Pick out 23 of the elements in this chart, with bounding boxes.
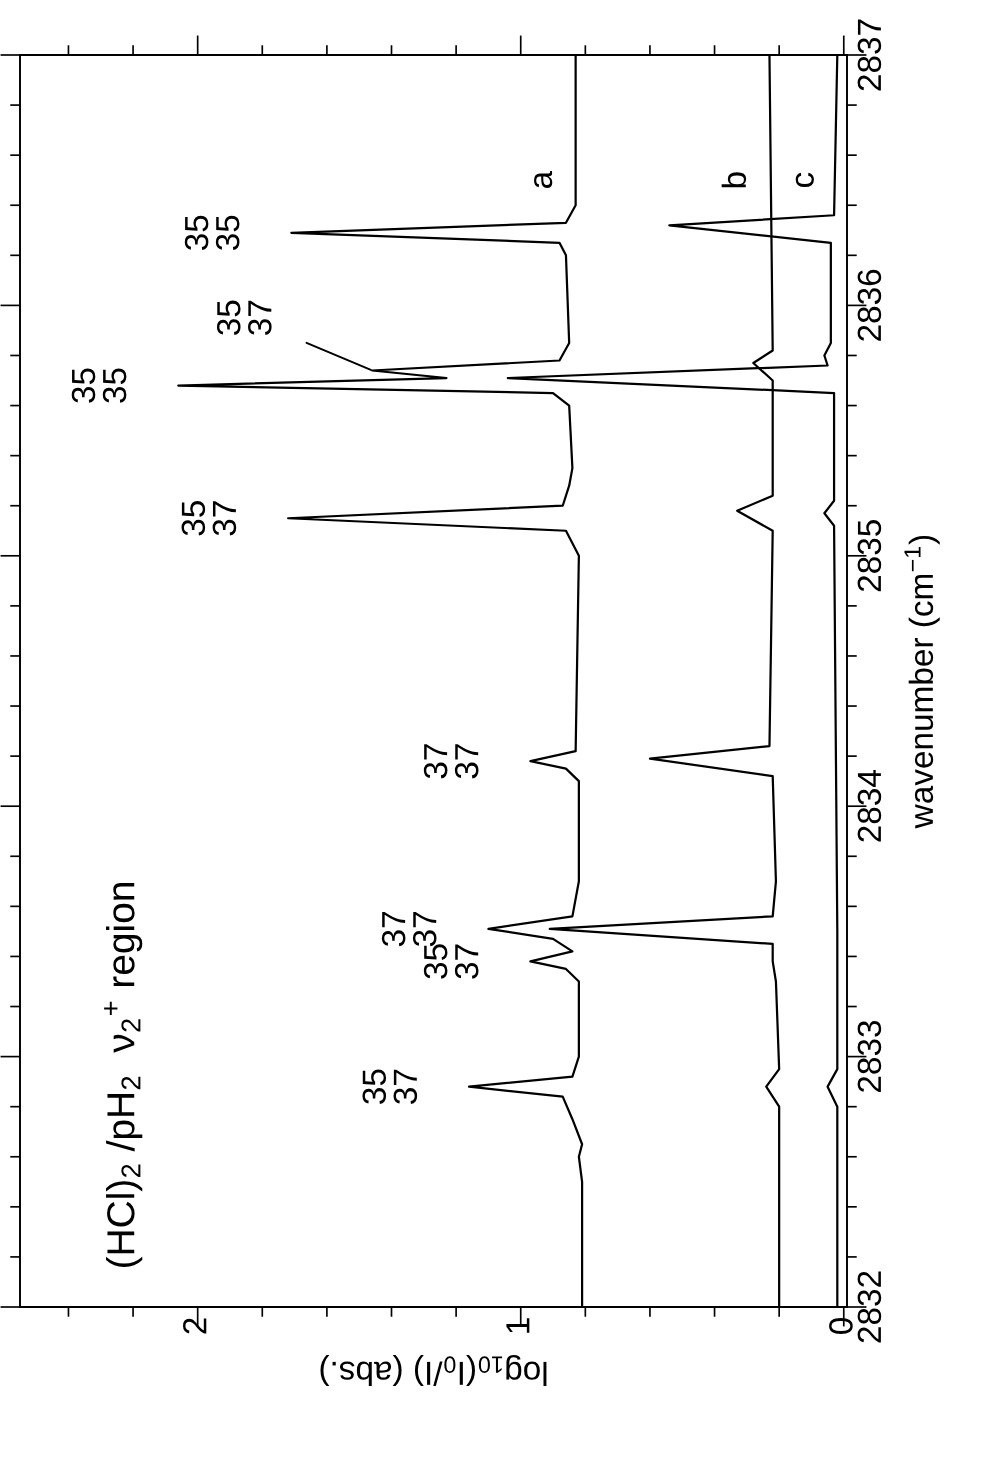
x-tick-label: 2 [183,1318,207,1334]
text: c [795,172,814,188]
annotation: 37 37 [423,744,479,779]
x-tick-label: 1 [506,1318,530,1333]
y-tick-label: 2836 [857,269,882,341]
y-tick-label: 2832 [857,1271,882,1343]
text: (HCl)$_{2}$ /pH$_{2}$ ν$_{2}$$^{+}$ region [104,883,143,1268]
annotation: 35 35 [71,368,127,403]
y-tick-label: 2833 [857,1020,882,1092]
y-tick-label: 2834 [857,770,882,842]
y-axis-title: wavenumber (cm$^{−1}$) [904,535,940,829]
text: b [721,172,747,188]
annotation: 35 37 [423,944,479,979]
annotation: 35 37 [362,1069,418,1104]
annotation: 35 35 [184,215,240,251]
y-tick-label: 2837 [857,19,882,91]
annotation: 35 37 [181,501,237,536]
x-axis-title: log$_{10}$(I$_{0}$/I) (abs.) [320,1354,547,1387]
annotation: 37 37 [381,912,437,947]
y-tick-label: 2835 [857,520,882,592]
x-tick-label: 0 [829,1318,853,1334]
text: a [534,170,553,189]
annotation: 35 37 [216,300,272,335]
